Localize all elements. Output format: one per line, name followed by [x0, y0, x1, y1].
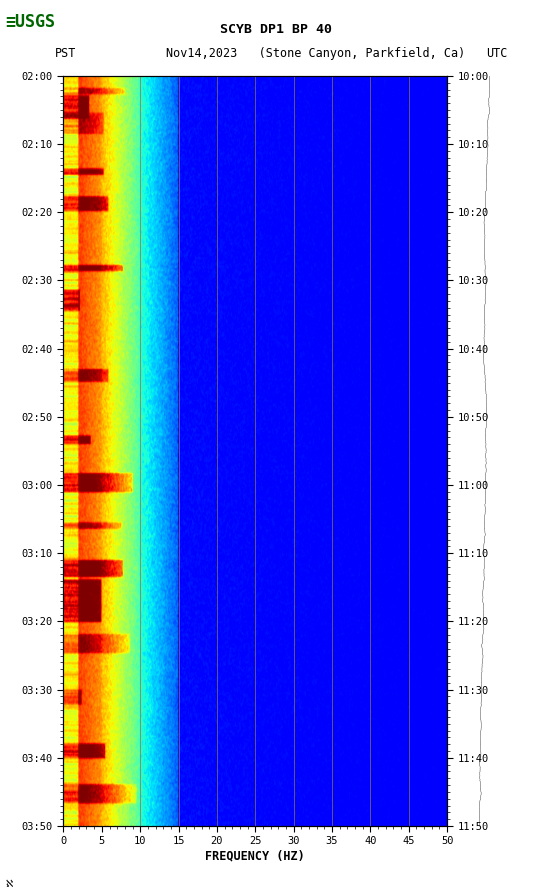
Text: Nov14,2023   (Stone Canyon, Parkfield, Ca): Nov14,2023 (Stone Canyon, Parkfield, Ca): [166, 47, 465, 60]
Text: ℵ: ℵ: [6, 879, 13, 889]
X-axis label: FREQUENCY (HZ): FREQUENCY (HZ): [205, 849, 305, 863]
Text: SCYB DP1 BP 40: SCYB DP1 BP 40: [220, 22, 332, 36]
Text: ≡USGS: ≡USGS: [6, 13, 56, 31]
Text: UTC: UTC: [486, 47, 507, 60]
Text: PST: PST: [55, 47, 77, 60]
